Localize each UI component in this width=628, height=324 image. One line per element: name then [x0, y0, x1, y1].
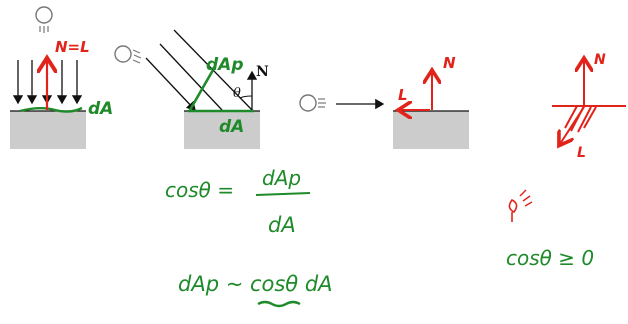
light-bulb-icon — [299, 94, 317, 112]
projected-area-label: dAp — [206, 55, 244, 75]
panel-4-light-from-below: N L — [508, 52, 626, 222]
light-bulb-icon — [508, 198, 518, 222]
condition-expression: cosθ ≥ 0 — [506, 246, 594, 270]
underline-squiggle — [257, 300, 301, 308]
panel-1-overhead-light: N=L dA — [10, 6, 113, 149]
equation-cos-fraction: cosθ = dAp dA — [165, 166, 311, 237]
n-equals-l-label: N=L — [55, 38, 90, 56]
normal-label: N — [443, 54, 456, 72]
panel-2-oblique-light: dAp N θ dA — [114, 29, 269, 149]
surface-block — [393, 111, 469, 149]
light-bulb-icon — [114, 45, 132, 63]
area-label-da: dA — [219, 117, 244, 137]
equation-proportional: dAp ~ cosθ dA — [178, 272, 333, 308]
light-rays-icon — [519, 189, 533, 207]
surface-block — [10, 111, 86, 149]
light-rays-icon — [39, 26, 49, 33]
light-label: L — [577, 145, 586, 161]
fraction-bar — [255, 192, 311, 196]
angle-arc — [239, 95, 253, 99]
light-label: L — [398, 86, 408, 104]
fraction-numerator: dAp — [262, 166, 301, 190]
area-label-da: dA — [88, 99, 113, 119]
surface-block — [184, 111, 260, 149]
cos-theta-lhs: cosθ = — [165, 178, 234, 202]
normal-label: N — [256, 64, 269, 80]
area-patch — [19, 106, 83, 113]
light-arrow — [560, 106, 585, 144]
angle-label: θ — [233, 86, 241, 101]
projected-area-line — [188, 69, 215, 111]
fraction-denominator: dA — [268, 213, 296, 237]
normal-label: N — [594, 52, 606, 68]
proportional-expression: dAp ~ cosθ dA — [178, 272, 333, 296]
light-bulb-icon — [35, 6, 53, 24]
panel-3-grazing-light: L N — [299, 54, 469, 149]
light-rays-icon — [318, 98, 326, 108]
light-rays-icon — [132, 49, 142, 64]
